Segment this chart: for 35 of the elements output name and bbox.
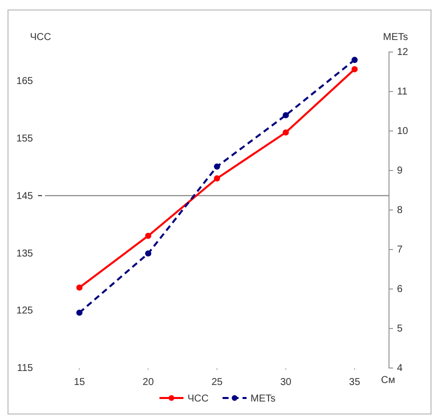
point bbox=[214, 175, 220, 182]
point bbox=[352, 56, 358, 63]
point bbox=[76, 310, 82, 316]
y-tick-label: 135 bbox=[16, 248, 34, 260]
point bbox=[282, 112, 289, 118]
point bbox=[352, 66, 358, 72]
x-axis-title: См bbox=[381, 375, 396, 386]
y-tick-label: 115 bbox=[17, 363, 34, 374]
y-tick-label: 155 bbox=[16, 133, 34, 144]
point bbox=[145, 232, 152, 239]
y2-axis-title: METs bbox=[383, 32, 408, 43]
y2-tick-label: 4 bbox=[397, 363, 403, 374]
legend-label: METs bbox=[250, 394, 276, 404]
point bbox=[145, 250, 152, 257]
legend-label: ЧСС bbox=[187, 394, 209, 404]
y2-tick-label: 7 bbox=[397, 244, 403, 256]
y-tick-label: 125 bbox=[16, 306, 34, 317]
y2-tick-label: 6 bbox=[397, 284, 403, 296]
point bbox=[214, 163, 220, 170]
x-tick-label: 35 bbox=[349, 377, 361, 388]
x-tick-label: 25 bbox=[211, 377, 223, 388]
y2-tick-label: 12 bbox=[397, 47, 409, 58]
y2-tick-label: 9 bbox=[397, 166, 403, 177]
point bbox=[76, 284, 82, 291]
point bbox=[282, 129, 289, 136]
y-axis-title: ЧСС bbox=[30, 32, 52, 43]
y-tick-label: 165 bbox=[16, 76, 34, 87]
x-tick-label: 30 bbox=[280, 377, 292, 388]
y2-tick-label: 10 bbox=[397, 126, 409, 138]
y2-tick-label: 11 bbox=[397, 86, 408, 98]
x-tick-label: 20 bbox=[142, 377, 154, 388]
y-tick-label: 145 bbox=[16, 190, 34, 202]
y2-tick-label: 8 bbox=[397, 205, 403, 216]
x-tick-label: 15 bbox=[74, 377, 86, 388]
y2-tick-label: 5 bbox=[397, 324, 403, 335]
